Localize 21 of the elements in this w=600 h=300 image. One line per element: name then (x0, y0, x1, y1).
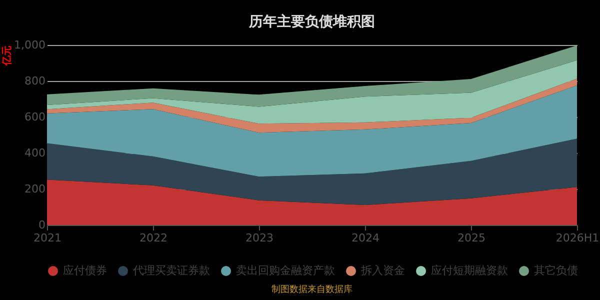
x-tick-label: 2026H1 (556, 232, 600, 244)
text: 制图数据来自数据库 (272, 284, 352, 295)
y-axis-title: 亿元 (1, 46, 14, 66)
legend-label: 代理买卖证券款 (132, 264, 210, 277)
legend-label: 拆入资金 (360, 264, 405, 277)
y-tick-label: 800 (24, 74, 46, 88)
x-tick-label: 2022 (140, 232, 168, 244)
x-tick-label: 2023 (246, 232, 274, 244)
y-tick-label: 200 (24, 182, 46, 196)
legend-label: 卖出回购金融资产款 (236, 264, 335, 277)
legend-label: 应付债券 (63, 264, 107, 277)
chart-title: 历年主要负债堆积图 (248, 13, 375, 30)
y-tick-label: 0 (38, 218, 46, 232)
legend-label: 其它负债 (534, 264, 578, 277)
y-tick-label: 600 (24, 110, 46, 124)
x-tick-label: 2021 (34, 232, 62, 244)
x-tick-label: 2025 (458, 232, 486, 244)
legend-label: 应付短期融资款 (431, 264, 508, 277)
y-tick-label: 400 (24, 146, 46, 160)
y-tick-label: 1,000 (14, 38, 46, 52)
x-tick-label: 2024 (352, 232, 380, 244)
